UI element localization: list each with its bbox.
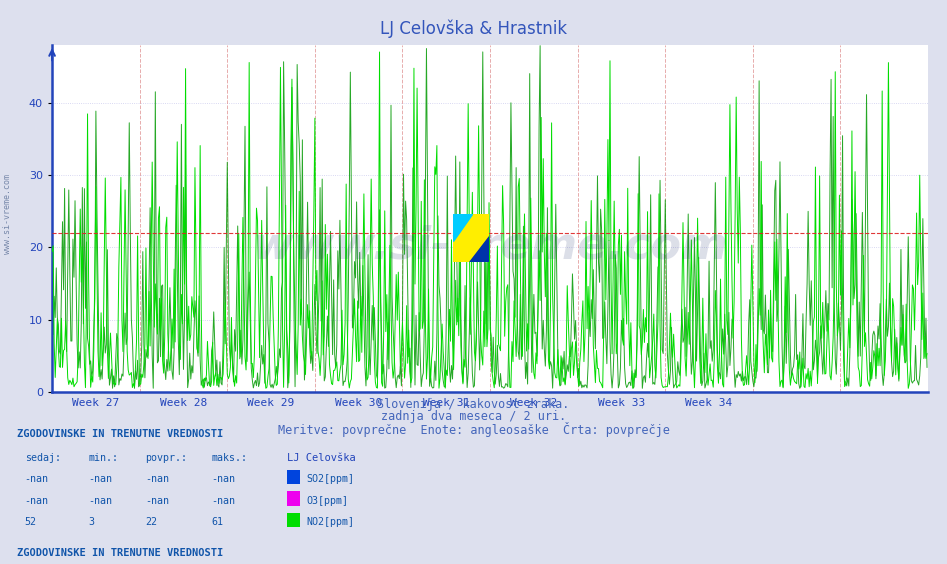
Text: www.si-vreme.com: www.si-vreme.com <box>252 225 728 268</box>
Text: sedaj:: sedaj: <box>25 453 61 463</box>
Text: Slovenija / kakovost zraka.: Slovenija / kakovost zraka. <box>377 398 570 411</box>
Text: povpr.:: povpr.: <box>145 453 187 463</box>
Text: maks.:: maks.: <box>211 453 247 463</box>
Text: -nan: -nan <box>88 474 112 484</box>
Text: -nan: -nan <box>211 474 235 484</box>
Text: -nan: -nan <box>211 496 235 506</box>
Text: 61: 61 <box>211 517 223 527</box>
Polygon shape <box>453 214 473 241</box>
Text: SO2[ppm]: SO2[ppm] <box>306 474 354 484</box>
Text: www.si-vreme.com: www.si-vreme.com <box>3 174 12 254</box>
Text: LJ Celovška & Hrastnik: LJ Celovška & Hrastnik <box>380 20 567 38</box>
Text: -nan: -nan <box>88 496 112 506</box>
Text: ZGODOVINSKE IN TRENUTNE VREDNOSTI: ZGODOVINSKE IN TRENUTNE VREDNOSTI <box>17 429 223 439</box>
Text: min.:: min.: <box>88 453 118 463</box>
Text: 22: 22 <box>145 517 157 527</box>
Text: Meritve: povprečne  Enote: angleosaške  Črta: povprečje: Meritve: povprečne Enote: angleosaške Čr… <box>277 422 670 438</box>
Text: -nan: -nan <box>145 496 169 506</box>
Text: 52: 52 <box>25 517 37 527</box>
Text: O3[ppm]: O3[ppm] <box>306 496 348 506</box>
Text: NO2[ppm]: NO2[ppm] <box>306 517 354 527</box>
Polygon shape <box>469 236 489 262</box>
Text: zadnja dva meseca / 2 uri.: zadnja dva meseca / 2 uri. <box>381 410 566 423</box>
Text: LJ Celovška: LJ Celovška <box>287 453 356 463</box>
Text: -nan: -nan <box>25 474 48 484</box>
Text: -nan: -nan <box>145 474 169 484</box>
Text: -nan: -nan <box>25 496 48 506</box>
Text: ZGODOVINSKE IN TRENUTNE VREDNOSTI: ZGODOVINSKE IN TRENUTNE VREDNOSTI <box>17 548 223 558</box>
Text: 3: 3 <box>88 517 94 527</box>
